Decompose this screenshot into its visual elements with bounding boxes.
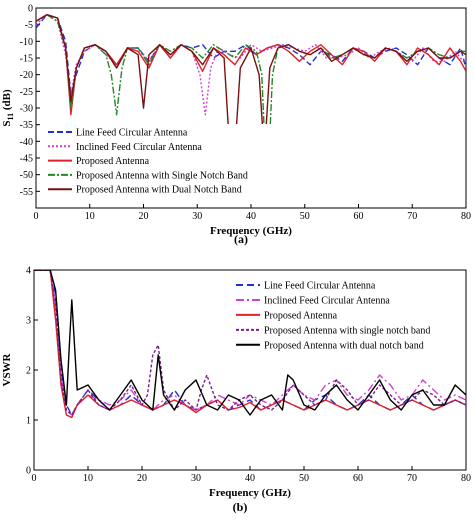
series-line-3 [34,270,466,416]
y-tick-label: 2 [26,366,31,377]
series-line-4 [34,270,466,416]
legend-label: Inclined Feed Circular Antenna [264,295,390,306]
y-axis-label: S11 (dB) [1,89,15,127]
y-tick-label: 1 [26,416,31,427]
legend-label: Proposed Antenna with dual notch band [264,340,424,351]
series-line-1 [34,270,466,416]
y-tick-label: 0 [26,466,31,477]
x-tick-label: 70 [407,211,417,222]
x-tick-label: 0 [34,211,39,222]
x-tick-label: 40 [245,473,255,484]
series-line-1 [36,14,466,116]
x-tick-label: 10 [83,473,93,484]
x-tick-label: 40 [246,211,256,222]
legend-box [44,124,274,200]
y-tick-label: -20 [20,70,33,81]
y-tick-label: 0 [28,4,33,15]
legend-label: Proposed Antenna [76,156,150,167]
legend-label: Proposed Antenna with single notch band [264,325,430,336]
legend-label: Line Feed Circular Antenna [264,281,376,292]
series-line-4 [36,14,466,192]
legend-box [232,277,460,351]
legend-label: Line Feed Circular Antenna [76,128,188,139]
x-tick-label: 30 [191,473,201,484]
series-line-2 [36,14,466,116]
x-tick-label: 10 [85,211,95,222]
figure-caption: (a) [234,232,248,246]
x-tick-label: 80 [461,473,471,484]
y-tick-label: -10 [20,37,33,48]
x-tick-label: 70 [407,473,417,484]
series-line-0 [36,14,466,96]
figure-caption: (b) [233,500,248,514]
y-axis-label: VSWR [1,352,13,386]
chart-panel-0: 0 10 20 30 40 50 60 70 80 0 -5 -10 -15 -20 -25 -30 -35 -4… [1,4,471,247]
y-tick-label: 3 [26,316,31,327]
legend-label: Proposed Antenna with Single Notch Band [76,170,248,181]
legend-label: Proposed Antenna [264,310,338,321]
y-tick-label: -5 [25,20,33,31]
x-tick-label: 60 [353,473,363,484]
y-tick-label: -45 [20,154,33,165]
y-tick-label: -55 [20,187,33,198]
legend-label: Inclined Feed Circular Antenna [76,142,202,153]
chart-panel-1: 0 10 20 30 40 50 60 70 80 0 1 2 3 4 Frequency (GHz) VSW… [1,266,471,515]
y-tick-label: -25 [20,87,33,98]
y-tick-label: -50 [20,170,33,181]
x-axis-label: Frequency (GHz) [210,225,292,237]
legend: Line Feed Circular Antenna Inclined Feed … [232,277,460,351]
legend-label: Proposed Antenna with Dual Notch Band [76,185,242,196]
x-axis-label: Frequency (GHz) [209,487,291,499]
legend: Line Feed Circular Antenna Inclined Feed … [44,124,274,200]
x-tick-label: 30 [192,211,202,222]
x-tick-label: 20 [139,211,149,222]
y-tick-label: -30 [20,104,33,115]
y-tick-label: 4 [26,266,31,277]
x-tick-label: 80 [461,211,471,222]
y-tick-label: -35 [20,120,33,131]
y-tick-label: -40 [20,137,33,148]
x-tick-label: 0 [32,473,37,484]
x-tick-label: 60 [354,211,364,222]
series-line-2 [34,270,466,419]
x-tick-label: 50 [300,211,310,222]
x-tick-label: 20 [137,473,147,484]
y-tick-label: -15 [20,54,33,65]
x-tick-label: 50 [299,473,309,484]
